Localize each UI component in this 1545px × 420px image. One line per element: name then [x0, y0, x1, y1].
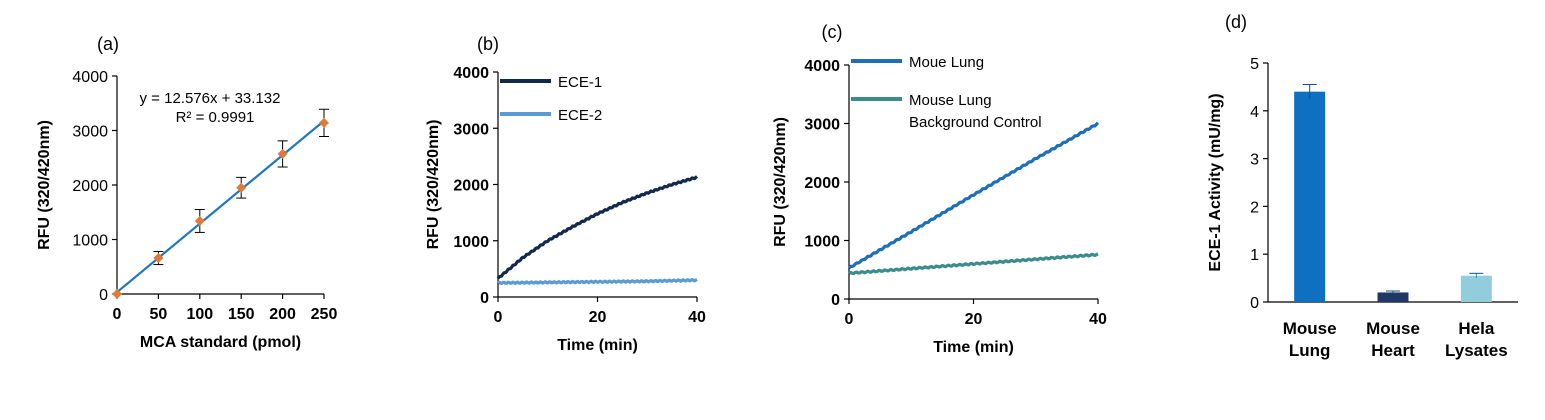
y-tick-label: 3000 [72, 124, 108, 141]
y-tick-label: 0 [831, 292, 840, 309]
y-tick-label: 0 [480, 290, 489, 307]
y-tick-label: 4000 [804, 58, 840, 75]
x-axis-title: Time (min) [557, 337, 638, 354]
x-tick-label: 0 [113, 306, 122, 323]
x-tick-label: 100 [186, 306, 213, 323]
legend-label: Moue Lung [909, 54, 984, 71]
legend-label: Mouse Lung [909, 92, 992, 109]
category-label: Hela [1458, 319, 1494, 338]
data-point [319, 117, 329, 128]
y-tick-label: 2 [1250, 199, 1259, 216]
x-axis-title: Time (min) [933, 339, 1014, 356]
data-point [153, 253, 164, 264]
y-tick-label: 1000 [453, 234, 489, 251]
series-line [497, 278, 698, 286]
y-tick-label: 0 [99, 287, 108, 304]
panel-a-standard-curve: 0 1000 2000 3000 4000 0 50 100 150 200 250 MCA stan… [36, 34, 337, 351]
panel-c-lung-kinetics: 0 1000 2000 3000 4000 0 20 40 Time (min) RFU (320… [772, 22, 1107, 356]
x-tick-label: 0 [494, 309, 503, 326]
data-point [236, 182, 247, 193]
y-axis-title: RFU (320/420nm) [425, 120, 442, 250]
legend-label: Background Control [909, 114, 1042, 131]
y-tick-label: 0 [1250, 295, 1259, 312]
x-tick-label: 20 [589, 309, 607, 326]
x-tick-label: 250 [311, 306, 338, 323]
x-tick-label: 0 [845, 311, 854, 328]
category-label: Mouse [1366, 319, 1420, 338]
data-point [277, 148, 288, 159]
panel-label: (c) [822, 22, 843, 42]
y-tick-label: 1 [1250, 247, 1259, 264]
y-axis-title: RFU (320/420nm) [772, 117, 789, 247]
data-point [194, 215, 205, 226]
bar [1460, 275, 1492, 302]
y-tick-label: 1000 [72, 233, 108, 250]
x-tick-label: 150 [228, 306, 255, 323]
category-label: Lysates [1445, 341, 1508, 360]
bar [1294, 91, 1326, 303]
y-tick-label: 3000 [453, 121, 489, 138]
legend-label: ECE-1 [558, 74, 602, 91]
x-tick-label: 40 [1089, 311, 1107, 328]
data-point [112, 289, 122, 299]
y-axis-title: ECE-1 Activity (mU/mg) [1207, 93, 1224, 271]
r-squared-label: R² = 0.9991 [176, 109, 255, 126]
panel-b-ece-kinetics: 0 1000 2000 3000 4000 0 20 40 Time (min) RFU (320… [425, 34, 706, 354]
x-tick-label: 50 [150, 306, 168, 323]
trendline-equation: y = 12.576x + 33.132 [140, 90, 281, 107]
category-label: Mouse [1283, 319, 1337, 338]
y-tick-label: 3 [1250, 152, 1259, 169]
category-label: Heart [1371, 341, 1415, 360]
x-axis-title: MCA standard (pmol) [140, 334, 301, 351]
trendline [116, 119, 325, 294]
y-tick-label: 2000 [453, 178, 489, 195]
y-tick-label: 4000 [72, 69, 108, 86]
series-line [496, 175, 699, 280]
y-tick-label: 4 [1250, 104, 1259, 121]
y-tick-label: 2000 [804, 175, 840, 192]
bar [1377, 292, 1409, 302]
y-tick-label: 5 [1250, 56, 1259, 73]
series-line [847, 121, 1100, 270]
x-tick-label: 40 [688, 309, 706, 326]
x-tick-label: 20 [965, 311, 983, 328]
legend-label: ECE-2 [558, 107, 602, 124]
panel-label: (a) [97, 34, 119, 54]
y-tick-label: 1000 [804, 234, 840, 251]
panel-label: (b) [477, 34, 499, 54]
category-label: Lung [1289, 341, 1331, 360]
y-tick-label: 2000 [72, 178, 108, 195]
y-tick-label: 3000 [804, 117, 840, 134]
series-line [848, 252, 1099, 276]
y-tick-label: 4000 [453, 65, 489, 82]
panel-d-activity-bars: 0 1 2 3 4 5 ECE-1 Activity (mU/mg) (d) Mouse Lung… [1207, 12, 1518, 360]
x-tick-label: 200 [269, 306, 296, 323]
y-axis-title: RFU (320/420nm) [36, 120, 53, 250]
panel-label: (d) [1225, 12, 1247, 32]
